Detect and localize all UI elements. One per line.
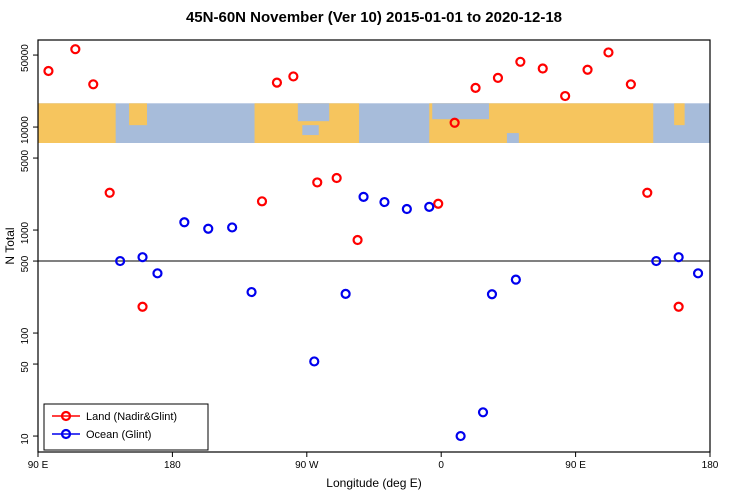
data-point-ocean (455, 430, 466, 442)
data-point-ocean (692, 268, 704, 279)
data-point-land (43, 65, 54, 77)
legend-box (43, 403, 209, 451)
x-tick-label: 90 W (295, 460, 319, 471)
data-point-land (449, 117, 460, 128)
data-point-land (603, 47, 614, 58)
data-point-land (582, 64, 593, 75)
data-point-ocean (379, 196, 390, 208)
map-band-water-overlay (297, 103, 330, 122)
y-tick-label: 5000 (20, 149, 31, 172)
data-point-ocean (203, 223, 214, 234)
x-axis-label: Longitude (deg E) (326, 476, 421, 490)
y-axis-label: N Total (3, 227, 17, 264)
data-point-ocean (477, 407, 489, 418)
y-tick-label: 500 (20, 255, 31, 272)
legend-marker (60, 410, 72, 422)
x-tick-label: 0 (438, 460, 444, 471)
data-point-ocean (424, 201, 435, 212)
data-point-ocean (227, 222, 238, 233)
map-band-land-segment (129, 103, 148, 126)
data-point-land (256, 196, 268, 207)
data-point-land (352, 234, 363, 246)
data-point-ocean (137, 252, 148, 263)
data-point-land (673, 301, 684, 312)
data-point-land (70, 44, 81, 55)
data-point-land (433, 198, 444, 209)
x-tick-label: 180 (702, 460, 719, 471)
data-point-land (137, 301, 148, 312)
data-point-land (271, 77, 283, 88)
data-point-land (625, 79, 636, 90)
legend-label: Land (Nadir&Glint) (86, 411, 177, 423)
y-tick-label: 100 (20, 327, 31, 344)
y-tick-label: 10000 (20, 116, 31, 144)
map-band-water-overlay (302, 125, 319, 136)
data-point-ocean (673, 252, 684, 263)
data-point-land (104, 187, 115, 198)
data-point-land (642, 187, 653, 198)
data-point-ocean (651, 255, 662, 267)
legend-marker (60, 428, 72, 440)
data-point-ocean (510, 274, 521, 285)
data-point-ocean (358, 191, 369, 202)
x-tick-label: 90 E (565, 460, 586, 471)
data-point-land (88, 79, 99, 90)
data-point-ocean (115, 255, 126, 267)
y-tick-label: 10 (20, 433, 31, 445)
map-band-land-segment (674, 103, 685, 126)
legend-label: Ocean (Glint) (86, 429, 151, 441)
data-point-land (288, 71, 299, 82)
map-band-land-segment (38, 103, 116, 143)
map-band-water-overlay (506, 133, 519, 143)
data-point-ocean (401, 203, 412, 215)
data-point-land (492, 72, 504, 84)
x-tick-label: 180 (164, 460, 181, 471)
plot-area: 90 E 180 90 W 0 90 E 180 10 50 100 500 1000 5000 100… (20, 39, 719, 471)
data-point-ocean (486, 289, 498, 300)
data-point-land (515, 56, 526, 67)
map-band-water-overlay (432, 103, 489, 120)
data-point-land (312, 177, 323, 188)
data-point-ocean (309, 356, 320, 367)
data-point-ocean (246, 286, 257, 298)
data-point-ocean (340, 288, 351, 299)
x-tick-label: 90 E (28, 460, 49, 471)
data-point-land (560, 90, 571, 102)
data-point-ocean (179, 217, 190, 228)
data-point-land (331, 172, 342, 184)
y-tick-label: 50 (20, 361, 31, 373)
chart-title: 45N-60N November (Ver 10) 2015-01-01 to … (186, 9, 562, 26)
data-point-ocean (152, 268, 163, 279)
plot-border (37, 39, 711, 453)
y-tick-label: 50000 (20, 44, 31, 72)
data-point-land (537, 63, 548, 74)
data-point-land (470, 82, 481, 93)
y-tick-label: 1000 (20, 221, 31, 244)
